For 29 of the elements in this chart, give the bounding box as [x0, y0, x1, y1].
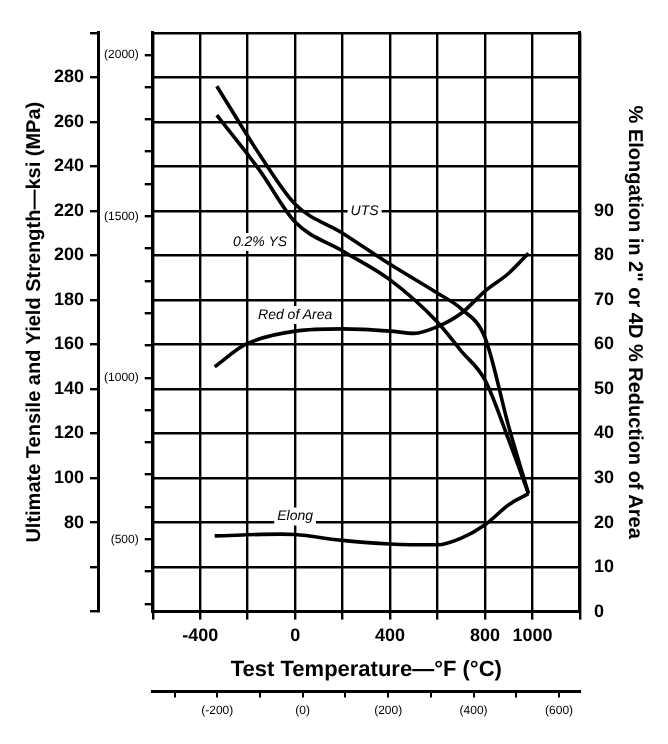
- y2-tick-label: 70: [593, 288, 615, 309]
- y-tick-label: 280: [53, 66, 85, 87]
- x-axis-title: Test Temperature—°F (°C): [230, 658, 503, 683]
- y-tick-label: 220: [53, 199, 85, 220]
- y-tick-label: 160: [53, 333, 85, 354]
- y-axis-title: Ultimate Tensile and Yield Strength—ksi (MPa): [23, 101, 46, 543]
- y2-axis-title: % Elongation in 2" or 4D % Reduction of Area: [622, 105, 645, 540]
- y2-tick-label: 10: [593, 556, 615, 577]
- y2-tick-label: 90: [593, 199, 615, 220]
- x-tick-label: 800: [470, 625, 501, 646]
- y2-tick-label: 30: [593, 467, 615, 487]
- x-tick-label: 0: [290, 625, 301, 646]
- y-tick-label: 140: [53, 377, 85, 398]
- x-tick-label: 400: [375, 625, 406, 646]
- y-tick-label: 80: [64, 511, 85, 532]
- y2-tick-label: 60: [593, 333, 615, 354]
- y-tick-label: 240: [53, 155, 85, 176]
- y-tick-label: 180: [53, 288, 85, 309]
- y2-tick-label: 50: [593, 377, 615, 398]
- x-tick-label: 1000: [512, 625, 553, 646]
- y2-tick-label: 40: [593, 422, 615, 443]
- y-tick-label: 260: [53, 110, 85, 131]
- y-tick-label: 120: [53, 422, 85, 443]
- x-tick-label: -400: [182, 625, 219, 646]
- y2-tick-label: 0: [593, 600, 605, 621]
- y-tick-label: 100: [53, 467, 85, 487]
- y2-tick-label: 20: [593, 511, 615, 532]
- y2-tick-label: 80: [593, 244, 615, 265]
- y-tick-label: 200: [53, 244, 85, 265]
